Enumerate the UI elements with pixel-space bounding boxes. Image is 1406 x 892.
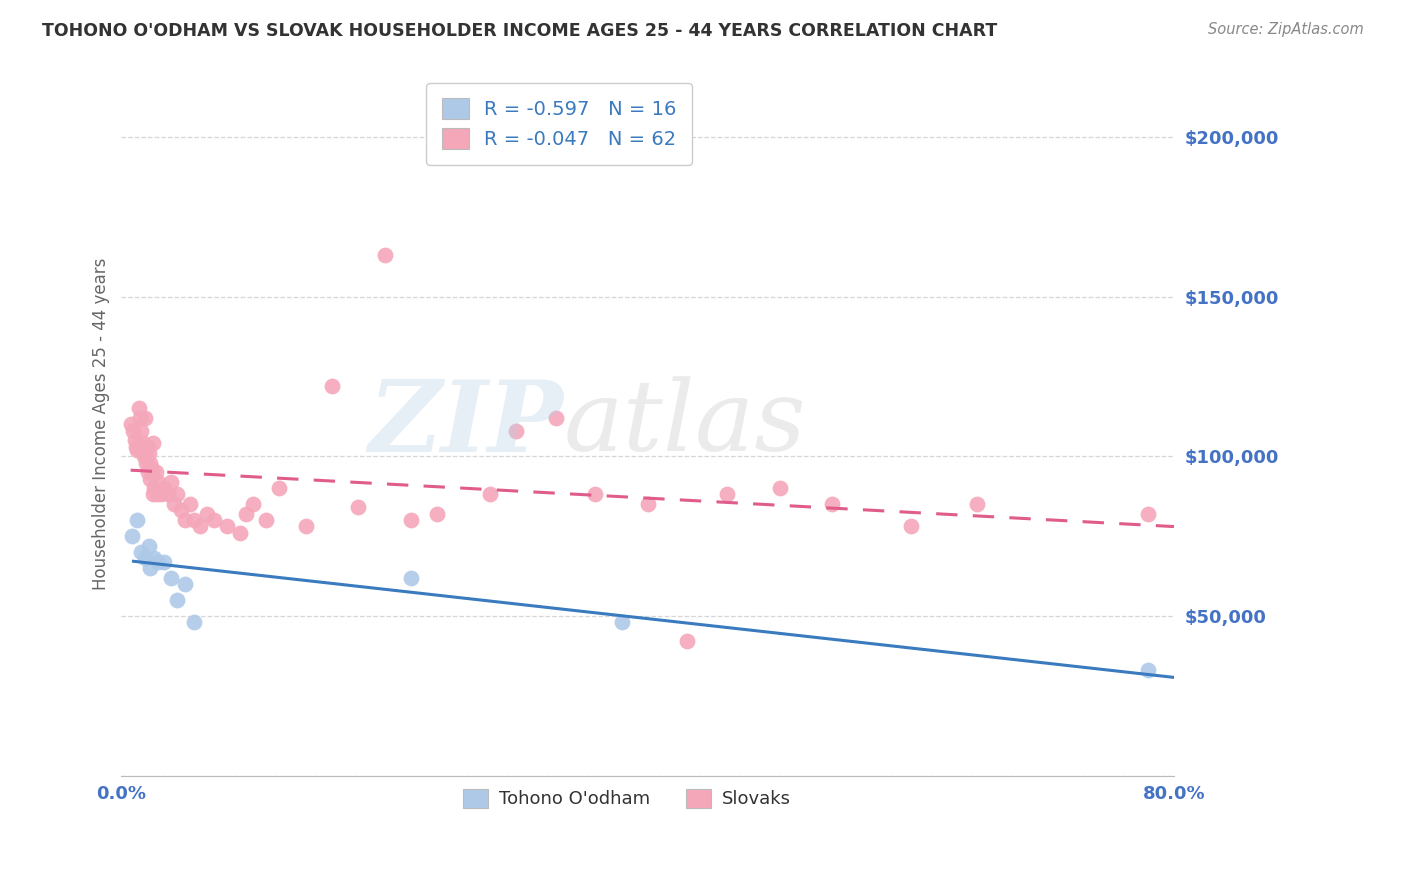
Point bbox=[610, 615, 633, 630]
Point bbox=[141, 462, 163, 476]
Point bbox=[120, 417, 142, 432]
Point bbox=[1137, 507, 1160, 521]
Point bbox=[132, 449, 155, 463]
Point bbox=[374, 248, 396, 262]
Point bbox=[768, 481, 790, 495]
Point bbox=[143, 551, 166, 566]
Point bbox=[269, 481, 291, 495]
Point bbox=[134, 410, 156, 425]
Point bbox=[142, 487, 165, 501]
Y-axis label: Householder Income Ages 25 - 44 years: Householder Income Ages 25 - 44 years bbox=[93, 258, 110, 591]
Point bbox=[134, 551, 156, 566]
Point bbox=[163, 497, 186, 511]
Point bbox=[183, 513, 205, 527]
Point bbox=[544, 410, 567, 425]
Point bbox=[145, 465, 167, 479]
Legend: Tohono O'odham, Slovaks: Tohono O'odham, Slovaks bbox=[456, 782, 799, 815]
Point bbox=[148, 475, 170, 489]
Point bbox=[183, 615, 205, 630]
Point bbox=[166, 487, 188, 501]
Point bbox=[399, 570, 422, 584]
Point bbox=[173, 513, 195, 527]
Point bbox=[821, 497, 844, 511]
Point bbox=[128, 401, 150, 416]
Point bbox=[716, 487, 738, 501]
Point bbox=[195, 507, 218, 521]
Text: TOHONO O'ODHAM VS SLOVAK HOUSEHOLDER INCOME AGES 25 - 44 YEARS CORRELATION CHART: TOHONO O'ODHAM VS SLOVAK HOUSEHOLDER INC… bbox=[42, 22, 997, 40]
Point bbox=[235, 507, 257, 521]
Point bbox=[202, 513, 225, 527]
Point bbox=[127, 442, 149, 457]
Point bbox=[254, 513, 277, 527]
Point bbox=[125, 440, 148, 454]
Point bbox=[139, 471, 162, 485]
Point bbox=[124, 434, 146, 448]
Point bbox=[900, 519, 922, 533]
Point bbox=[152, 555, 174, 569]
Point bbox=[966, 497, 988, 511]
Point bbox=[179, 497, 201, 511]
Point bbox=[148, 555, 170, 569]
Point bbox=[170, 503, 193, 517]
Point bbox=[426, 507, 449, 521]
Point bbox=[215, 519, 238, 533]
Point bbox=[129, 545, 152, 559]
Point bbox=[128, 410, 150, 425]
Point bbox=[129, 424, 152, 438]
Point bbox=[478, 487, 501, 501]
Point bbox=[134, 449, 156, 463]
Point bbox=[149, 487, 172, 501]
Point bbox=[242, 497, 264, 511]
Point bbox=[583, 487, 606, 501]
Text: atlas: atlas bbox=[564, 376, 807, 472]
Point bbox=[160, 570, 183, 584]
Point bbox=[1137, 663, 1160, 677]
Point bbox=[138, 539, 160, 553]
Point bbox=[146, 487, 169, 501]
Point bbox=[166, 593, 188, 607]
Point bbox=[121, 529, 143, 543]
Point bbox=[131, 436, 153, 450]
Point bbox=[637, 497, 659, 511]
Point bbox=[138, 446, 160, 460]
Point bbox=[347, 500, 370, 515]
Point bbox=[143, 481, 166, 495]
Point bbox=[136, 440, 159, 454]
Point bbox=[152, 481, 174, 495]
Point bbox=[399, 513, 422, 527]
Text: ZIP: ZIP bbox=[368, 376, 564, 473]
Point bbox=[229, 525, 252, 540]
Point bbox=[127, 513, 149, 527]
Point bbox=[136, 465, 159, 479]
Point bbox=[190, 519, 212, 533]
Point bbox=[135, 456, 157, 470]
Point bbox=[505, 424, 527, 438]
Point bbox=[139, 561, 162, 575]
Point bbox=[156, 487, 179, 501]
Point bbox=[676, 634, 699, 648]
Point bbox=[294, 519, 316, 533]
Text: Source: ZipAtlas.com: Source: ZipAtlas.com bbox=[1208, 22, 1364, 37]
Point bbox=[173, 577, 195, 591]
Point bbox=[139, 456, 162, 470]
Point bbox=[321, 379, 343, 393]
Point bbox=[122, 424, 145, 438]
Point bbox=[160, 475, 183, 489]
Point bbox=[142, 436, 165, 450]
